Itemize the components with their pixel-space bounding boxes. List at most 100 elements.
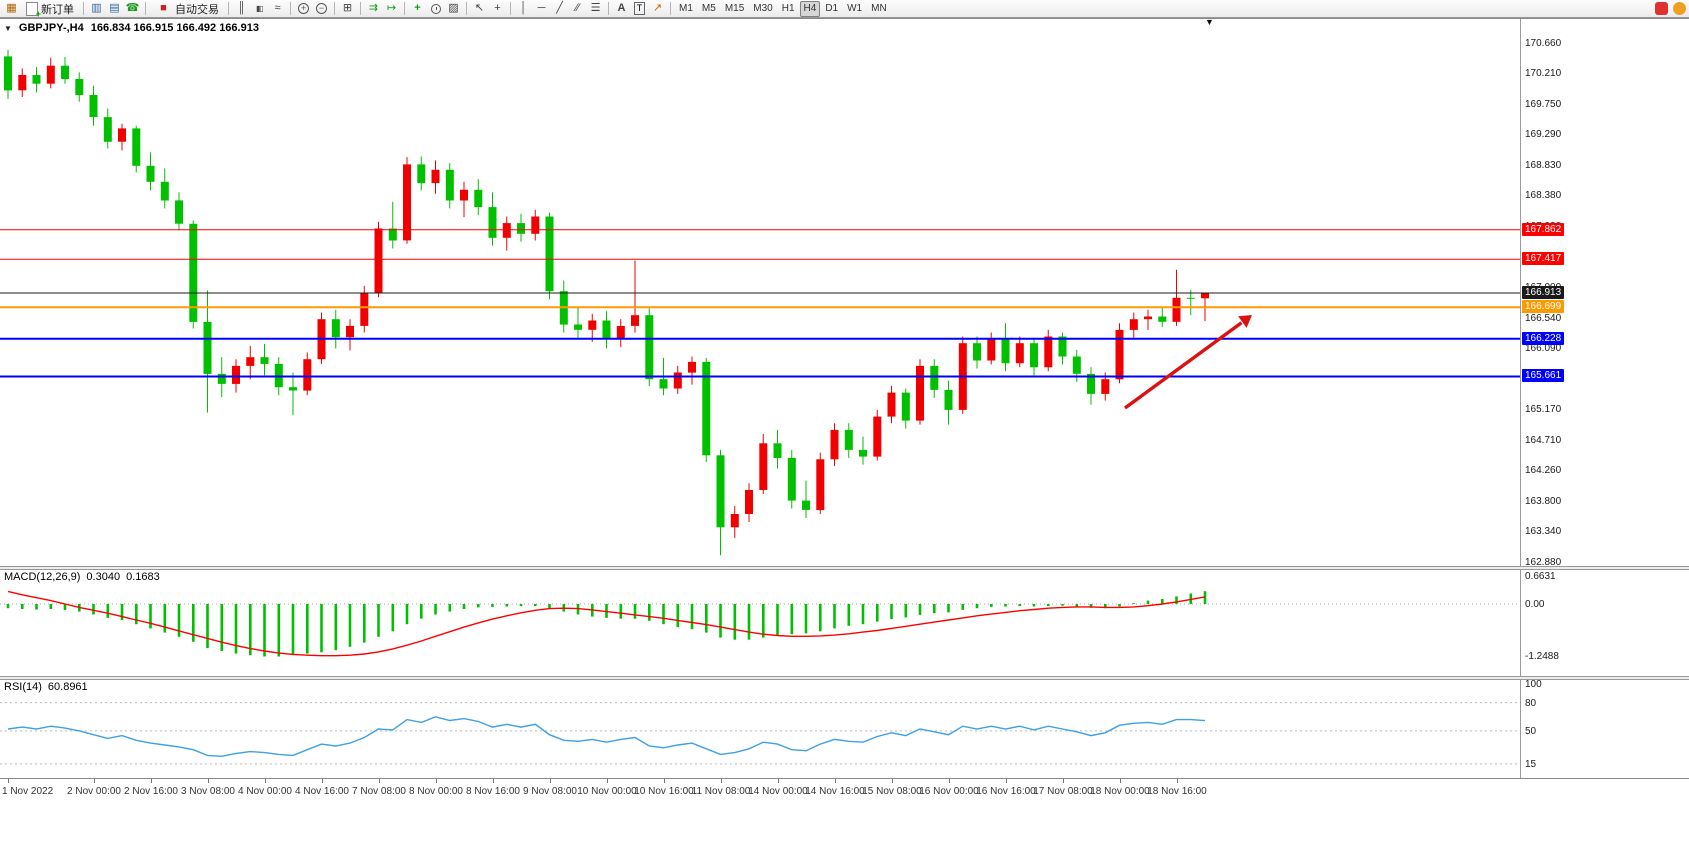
time-axis-tick xyxy=(949,779,950,783)
autotrading-label: 自动交易 xyxy=(175,3,219,16)
crosshair-icon[interactable]: + xyxy=(494,2,501,14)
timeframe-mn-button[interactable]: MN xyxy=(867,1,891,17)
text-icon[interactable]: A xyxy=(617,2,626,14)
text-label-icon[interactable]: T xyxy=(631,1,648,17)
time-axis-tick xyxy=(151,779,152,783)
main-toolbar: ▦ + 新订单 ▥ ▤ ☎ ■ 自动交易 ║ ▮▯ ≈ + − ⊞ ⇉ ↦ + … xyxy=(0,0,1689,18)
time-label: 14 Nov 16:00 xyxy=(805,786,865,797)
panel-splitter[interactable] xyxy=(0,676,1689,680)
macd-axis-tick: 0.6631 xyxy=(1525,571,1556,582)
time-axis-tick xyxy=(1006,779,1007,783)
time-axis-tick xyxy=(1063,779,1064,783)
indicators-icon[interactable]: + xyxy=(414,2,421,14)
tile-windows-icon[interactable]: ⊞ xyxy=(342,2,353,14)
timeframe-m30-button[interactable]: M30 xyxy=(749,1,776,17)
time-label: 15 Nov 08:00 xyxy=(862,786,922,797)
rsi-label: RSI(14) 60.8961 xyxy=(4,681,88,693)
vertical-line-icon[interactable]: │ xyxy=(520,2,527,14)
candlesticks xyxy=(4,49,1209,556)
cursor-icon[interactable]: ↖ xyxy=(474,2,485,14)
time-label: 8 Nov 16:00 xyxy=(466,786,520,797)
chart-title: ▼ GBPJPY-,H4 166.834 166.915 166.492 166… xyxy=(4,22,259,34)
macd-label: MACD(12,26,9) 0.3040 0.1683 xyxy=(4,571,160,583)
rsi-panel[interactable]: RSI(14) 60.8961 100 80 50 15 xyxy=(0,679,1689,778)
time-axis-tick xyxy=(322,779,323,783)
macd-chart-canvas[interactable] xyxy=(0,570,1520,676)
alert-badge-icon[interactable] xyxy=(1655,2,1668,15)
rsi-value: 60.8961 xyxy=(47,681,88,693)
price-tag-166.913: 166.913 xyxy=(1522,286,1565,299)
objects-icon[interactable]: ↗ xyxy=(652,2,663,14)
periods-icon[interactable] xyxy=(427,1,444,17)
timeframe-h4-button[interactable]: H4 xyxy=(799,0,821,17)
autotrading-icon: ■ xyxy=(160,2,167,14)
new-order-label: 新订单 xyxy=(41,3,74,16)
time-label: 2 Nov 16:00 xyxy=(124,786,178,797)
timeframe-m5-button[interactable]: M5 xyxy=(698,1,720,17)
trend-arrow[interactable] xyxy=(1123,315,1252,410)
macd-axis[interactable]: 0.6631 0.00 -1.2488 xyxy=(1520,570,1689,676)
chart-menu-icon[interactable]: ▼ xyxy=(4,23,12,33)
zoom-out-icon[interactable]: − xyxy=(313,1,330,17)
horizontal-line-icon[interactable]: ─ xyxy=(537,2,546,14)
timeframe-d1-button[interactable]: D1 xyxy=(821,1,842,17)
macd-signal-line xyxy=(7,590,1206,657)
timeframe-m1-button[interactable]: M1 xyxy=(675,1,697,17)
fibonacci-icon[interactable]: ☰ xyxy=(590,2,601,14)
autotrading-button[interactable]: ■ 自动交易 xyxy=(150,1,224,17)
price-axis-tick: 166.540 xyxy=(1525,313,1562,324)
time-label: 4 Nov 00:00 xyxy=(238,786,292,797)
panel-splitter[interactable] xyxy=(0,566,1689,570)
time-label: 11 Nov 08:00 xyxy=(691,786,751,797)
time-axis[interactable]: 1 Nov 2022 2 Nov 00:00 2 Nov 16:00 3 Nov 08… xyxy=(0,778,1689,802)
line-chart-icon[interactable]: ≈ xyxy=(274,2,281,14)
separator xyxy=(145,2,146,15)
price-axis[interactable]: 170.660 170.210 169.750 169.290 168.830 168.3… xyxy=(1520,19,1689,568)
candlestick-chart-icon[interactable]: ▮▯ xyxy=(256,3,264,13)
time-label: 18 Nov 00:00 xyxy=(1090,786,1150,797)
price-tag-166.228: 166.228 xyxy=(1522,332,1565,345)
auto-scroll-icon[interactable]: ⇉ xyxy=(368,2,379,14)
channel-icon[interactable]: ∕∕ xyxy=(575,2,580,14)
timeframe-m15-button[interactable]: M15 xyxy=(721,1,748,17)
macd-panel[interactable]: MACD(12,26,9) 0.3040 0.1683 0.6631 0.00 -1.2… xyxy=(0,570,1689,676)
price-panel[interactable]: ▼ GBPJPY-,H4 166.834 166.915 166.492 166… xyxy=(0,17,1689,568)
rsi-axis[interactable]: 100 80 50 15 xyxy=(1520,679,1689,778)
new-chart-icon[interactable]: ▦ xyxy=(6,2,17,14)
bar-chart-icon[interactable]: ║ xyxy=(237,2,246,14)
status-badge-icon[interactable] xyxy=(1673,2,1686,15)
timeframe-h1-button[interactable]: H1 xyxy=(778,1,799,17)
trendline-icon[interactable]: ╱ xyxy=(556,2,563,14)
time-axis-tick xyxy=(835,779,836,783)
time-axis-tick xyxy=(607,779,608,783)
price-chart-canvas[interactable] xyxy=(0,19,1520,566)
rsi-axis-tick: 80 xyxy=(1525,698,1537,709)
zoom-in-icon[interactable]: + xyxy=(295,1,312,17)
time-axis-tick xyxy=(1120,779,1121,783)
time-axis-tick xyxy=(94,779,95,783)
price-axis-tick: 169.290 xyxy=(1525,129,1562,140)
timeframe-w1-button[interactable]: W1 xyxy=(843,1,866,17)
time-label: 3 Nov 08:00 xyxy=(181,786,235,797)
time-axis-tick xyxy=(778,779,779,783)
rsi-axis-tick: 100 xyxy=(1525,679,1542,690)
horizontal-lines[interactable] xyxy=(0,229,1520,378)
rsi-chart-canvas[interactable] xyxy=(0,680,1520,778)
time-axis-tick xyxy=(379,779,380,783)
templates-icon[interactable]: ▨ xyxy=(448,2,459,14)
chart-shift-icon[interactable]: ↦ xyxy=(386,2,397,14)
time-axis-tick xyxy=(1177,779,1178,783)
macd-axis-tick: 0.00 xyxy=(1525,599,1545,610)
time-label: 16 Nov 16:00 xyxy=(976,786,1036,797)
time-label: 2 Nov 00:00 xyxy=(67,786,121,797)
alerts-icon[interactable]: ☎ xyxy=(125,2,140,14)
separator xyxy=(290,2,291,15)
data-window-icon[interactable]: ▤ xyxy=(109,2,120,14)
time-label: 10 Nov 00:00 xyxy=(577,786,637,797)
shift-marker-icon[interactable]: ▼ xyxy=(1205,17,1214,27)
price-tag-165.661: 165.661 xyxy=(1522,369,1565,382)
new-order-button[interactable]: + 新订单 xyxy=(21,1,79,18)
price-tag-166.699: 166.699 xyxy=(1522,300,1565,313)
market-watch-icon[interactable]: ▥ xyxy=(91,2,102,14)
time-label: 14 Nov 00:00 xyxy=(748,786,808,797)
